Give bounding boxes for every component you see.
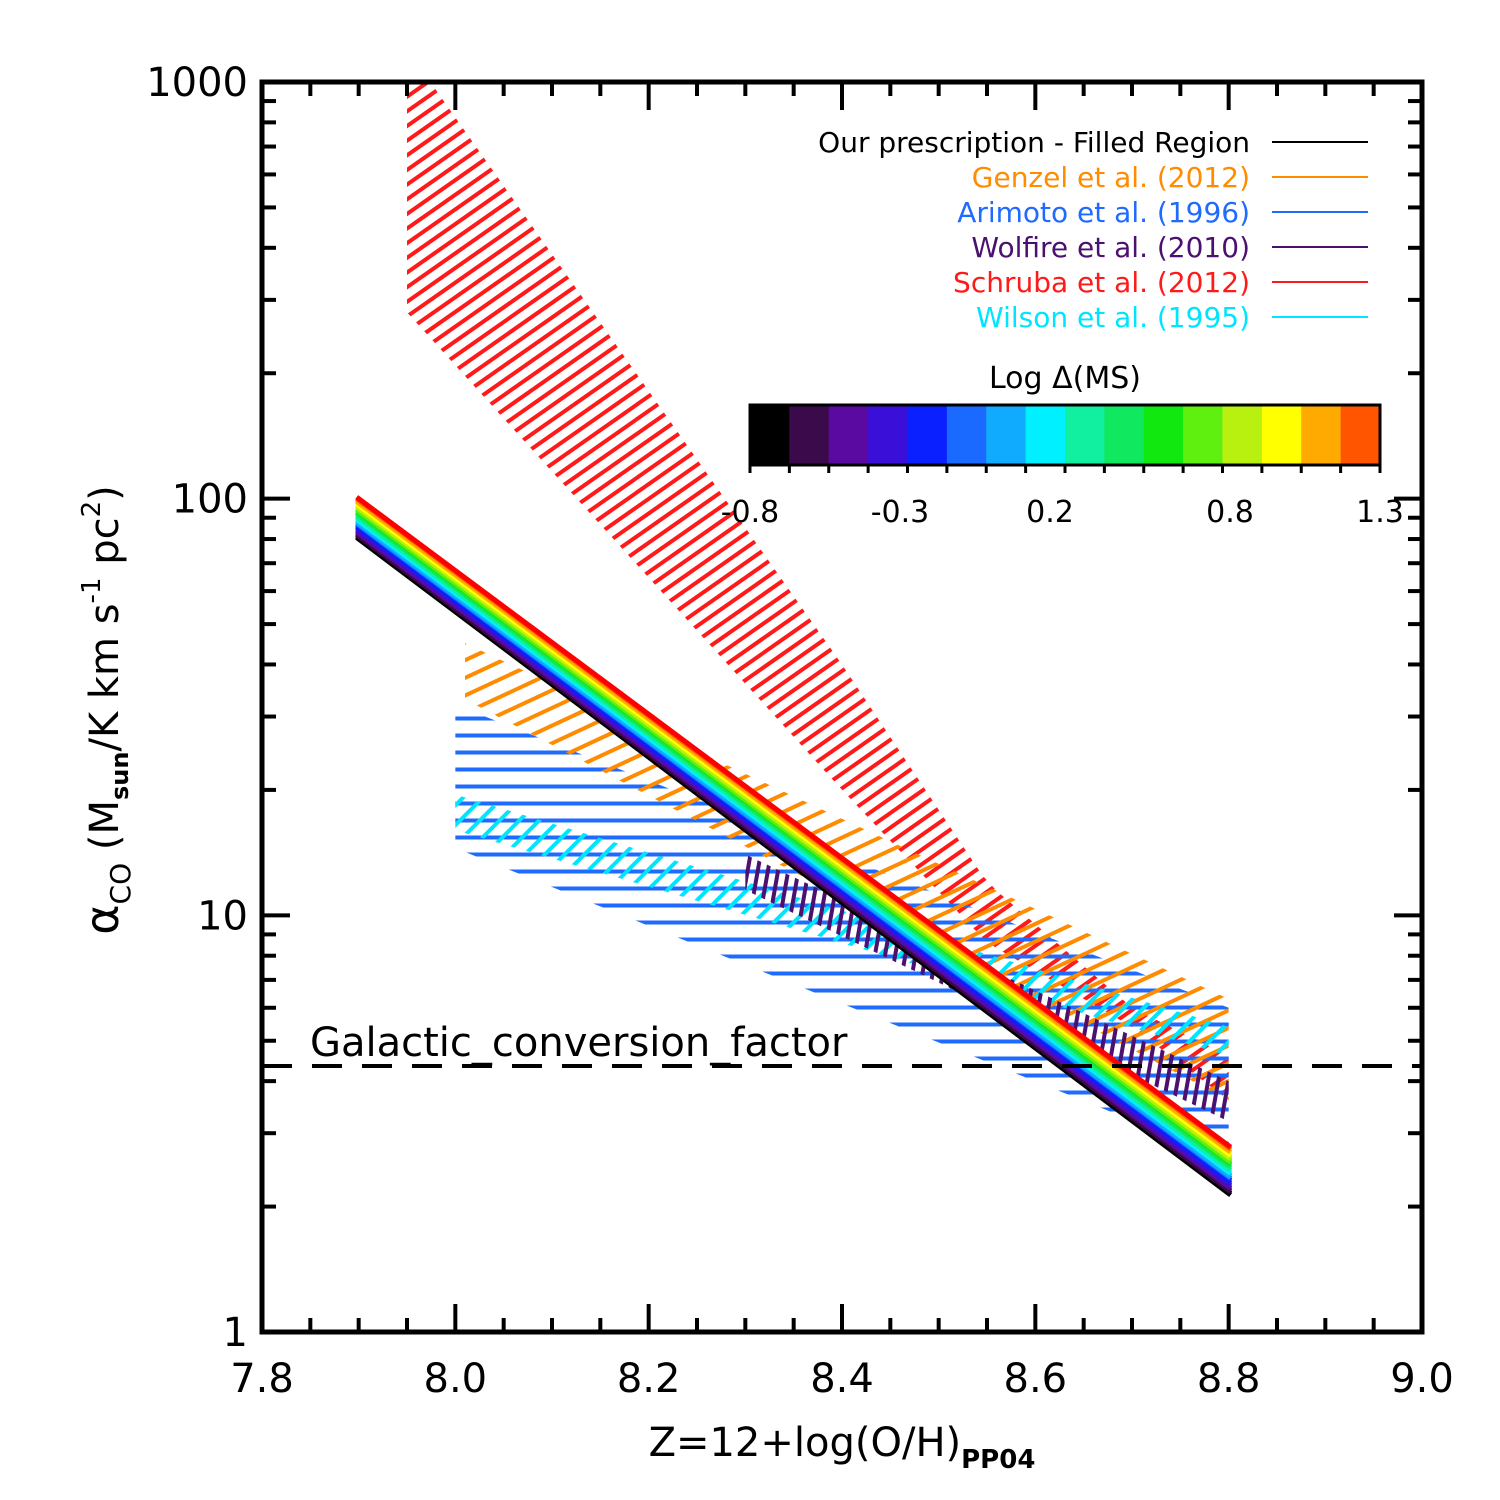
x-tick-label: 8.0 [424, 1356, 488, 1402]
colorbar-segment [907, 405, 948, 465]
colorbar-segment [1104, 405, 1145, 465]
x-tick-label: 9.0 [1390, 1356, 1454, 1402]
colorbar-segment [750, 405, 790, 465]
reference-line-group: Galactic_conversion_factor [262, 1020, 1422, 1068]
colorbar-segment [1065, 405, 1105, 465]
y-axis-title: αCO (Msun/K km s-1 pc2) [75, 485, 137, 935]
colorbar-title: Log Δ(MS) [989, 361, 1141, 396]
axes: 7.8 8.0 8.2 8.4 8.6 8.8 9.0 1 10 100 1000 Z=12+log(… [75, 60, 1454, 1475]
colorbar-segment [1340, 405, 1381, 465]
colorbar-segment [1183, 405, 1223, 465]
x-axis-title: Z=12+log(O/H)PP04 [649, 1420, 1036, 1475]
colorbar: -0.8 -0.3 0.2 0.8 1.3 Log Δ(MS) [721, 361, 1404, 530]
colorbar-segment [1222, 405, 1263, 465]
legend-entry-wilson-et-al-1995: Wilson et al. (1995) [976, 301, 1250, 334]
colorbar-segment [1025, 405, 1066, 465]
colorbar-segment [828, 405, 869, 465]
x-tick-label: 7.8 [230, 1356, 294, 1402]
colorbar-tick-label: -0.3 [871, 495, 930, 530]
x-tick-label: 8.6 [1004, 1356, 1068, 1402]
colorbar-tick-label: 1.3 [1356, 495, 1404, 530]
x-tick-label: 8.2 [617, 1356, 681, 1402]
colorbar-segment [789, 405, 830, 465]
colorbar-segment [946, 405, 987, 465]
x-tick-label: 8.4 [810, 1356, 874, 1402]
colorbar-segment [1143, 405, 1184, 465]
legend-entry-arimoto-et-al-1996: Arimoto et al. (1996) [957, 196, 1250, 229]
legend-entry-our-prescription-filled-region: Our prescription - Filled Region [818, 126, 1250, 159]
colorbar-segment [986, 405, 1027, 465]
legend-entry-schruba-et-al-2012: Schruba et al. (2012) [953, 266, 1250, 299]
galactic-conversion-label: Galactic_conversion_factor [310, 1020, 848, 1066]
y-tick-label: 10 [197, 893, 248, 939]
colorbar-segment [868, 405, 908, 465]
x-tick-label: 8.8 [1197, 1356, 1261, 1402]
prescription-line [355, 495, 1233, 1150]
colorbar-segment [1301, 405, 1342, 465]
legend-entry-genzel-et-al-2012: Genzel et al. (2012) [972, 161, 1250, 194]
y-tick-label: 1000 [146, 60, 248, 106]
legend-entry-wolfire-et-al-2010: Wolfire et al. (2010) [971, 231, 1250, 264]
band-our-prescription-filled-region [355, 495, 1233, 1197]
colorbar-tick-label: 0.2 [1026, 495, 1074, 530]
colorbar-tick-label: 0.8 [1206, 495, 1254, 530]
colorbar-segment [1261, 405, 1302, 465]
y-tick-label: 1 [223, 1310, 248, 1356]
y-tick-label: 100 [172, 477, 248, 523]
colorbar-tick-label: -0.8 [721, 495, 780, 530]
